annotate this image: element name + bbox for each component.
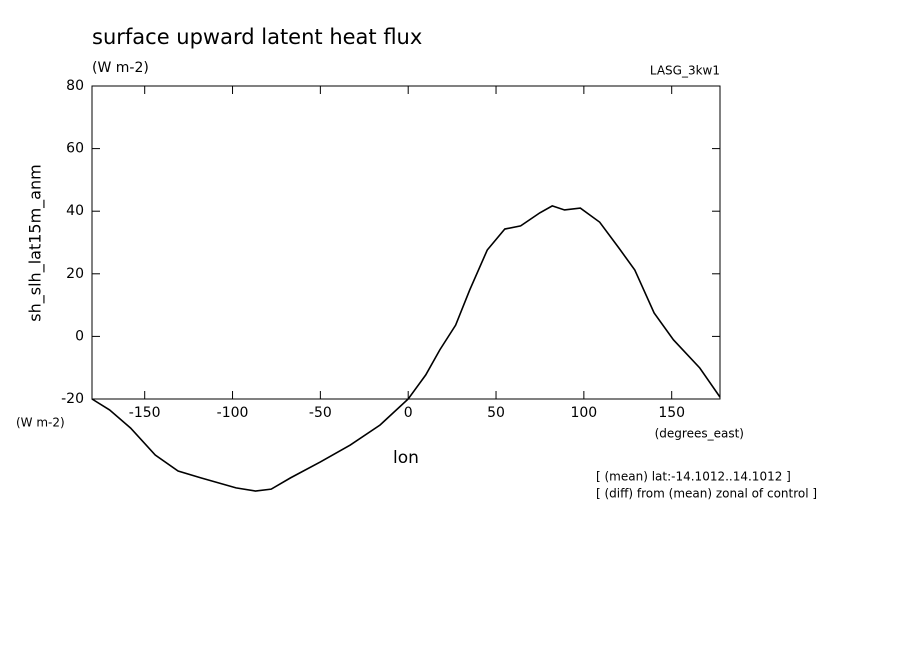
y-tick-label: 80 (66, 78, 84, 94)
x-tick-label: -50 (309, 405, 332, 421)
x-tick-label: -150 (129, 405, 161, 421)
y-tick-label: 0 (75, 328, 84, 344)
x-tick-label: 100 (570, 405, 597, 421)
y-axis-label: sh_slh_lat15m_anm (26, 164, 46, 321)
y-tick-label: 60 (66, 141, 84, 157)
x-tick-label: 150 (658, 405, 685, 421)
tag: LASG_3kw1 (650, 64, 720, 78)
chart-title: surface upward latent heat flux (92, 25, 422, 49)
y-tick-label: -20 (61, 391, 84, 407)
y-tick-label: 20 (66, 266, 84, 282)
y-tick-label: 40 (66, 203, 84, 219)
x-tick-label: 0 (404, 405, 413, 421)
x-units: (degrees_east) (655, 427, 744, 441)
note: [ (diff) from (mean) zonal of control ] (596, 487, 817, 501)
x-axis-label: lon (393, 448, 419, 468)
data-line (91, 205, 721, 492)
note: [ (mean) lat:-14.1012..14.1012 ] (596, 470, 791, 484)
units: (W m-2) (92, 60, 149, 76)
x-tick-label: 50 (487, 405, 505, 421)
y-units: (W m-2) (16, 416, 65, 430)
x-tick-label: -100 (217, 405, 249, 421)
plot-frame (91, 85, 721, 400)
